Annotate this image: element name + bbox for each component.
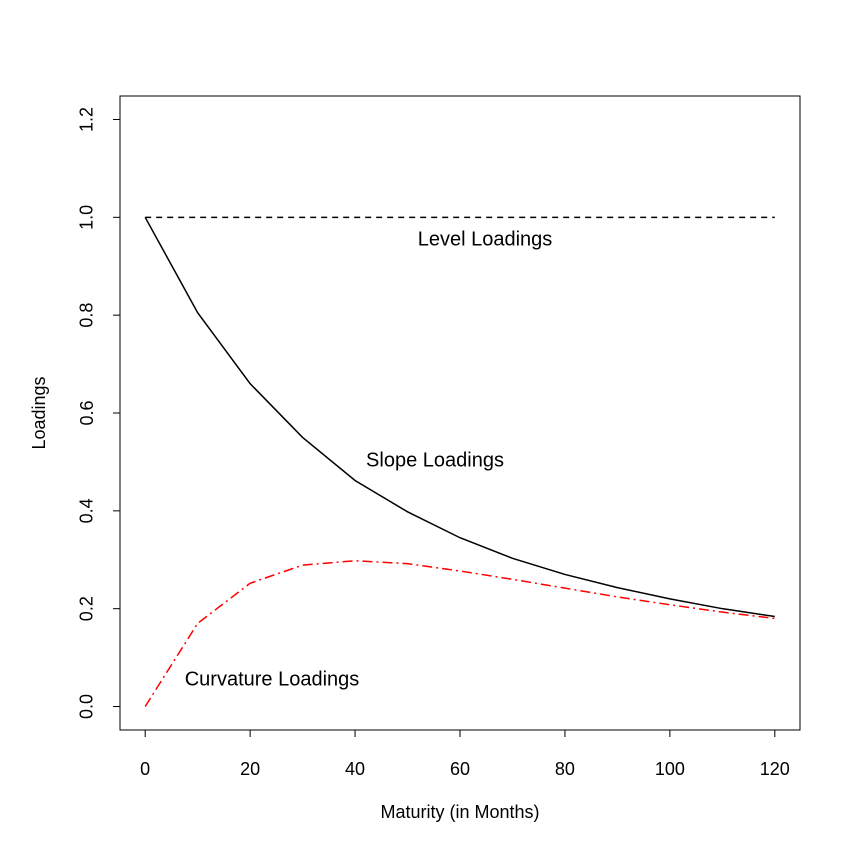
- y-tick-label: 0.6: [77, 400, 97, 425]
- y-tick-label: 0.0: [77, 694, 97, 719]
- series-label: Slope Loadings: [366, 449, 504, 471]
- plot-frame: [119, 95, 801, 731]
- series-label: Curvature Loadings: [185, 668, 360, 690]
- y-tick-label: 0.4: [77, 498, 97, 523]
- x-tick-label: 60: [450, 759, 470, 779]
- x-tick-label: 120: [760, 759, 790, 779]
- x-tick-label: 20: [240, 759, 260, 779]
- x-axis-label: Maturity (in Months): [380, 802, 539, 822]
- x-tick-label: 0: [140, 759, 150, 779]
- y-tick-label: 0.2: [77, 596, 97, 621]
- series-line: [144, 559, 775, 707]
- y-tick-label: 1.2: [77, 107, 97, 132]
- series-line: [144, 216, 775, 618]
- y-tick-label: 0.8: [77, 303, 97, 328]
- series-label: Level Loadings: [418, 228, 553, 250]
- x-tick-label: 40: [345, 759, 365, 779]
- x-tick-label: 100: [655, 759, 685, 779]
- y-tick-label: 1.0: [77, 205, 97, 230]
- y-axis-label: Loadings: [29, 376, 49, 449]
- x-tick-label: 80: [555, 759, 575, 779]
